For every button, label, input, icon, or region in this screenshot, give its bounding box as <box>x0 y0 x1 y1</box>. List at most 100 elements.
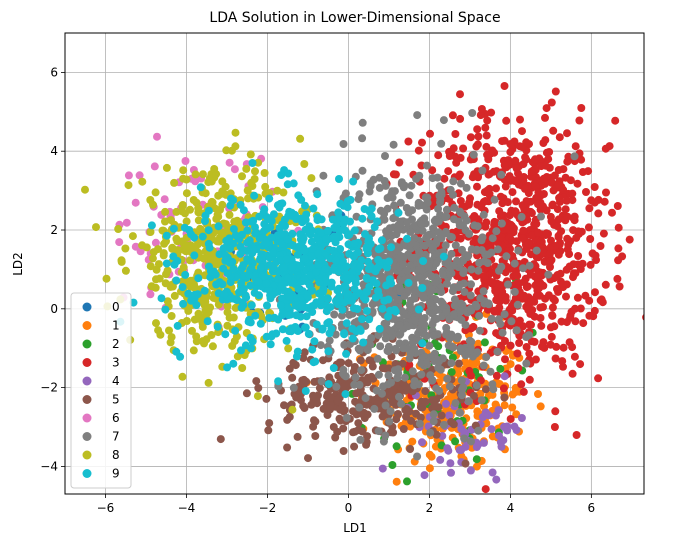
data-point <box>484 411 493 420</box>
data-point <box>525 349 534 358</box>
data-point <box>194 309 203 318</box>
data-point <box>237 346 245 355</box>
data-point <box>512 426 521 434</box>
data-point <box>449 343 458 352</box>
data-point <box>372 279 381 288</box>
data-point <box>450 310 459 319</box>
data-point <box>223 269 232 278</box>
data-point <box>358 118 367 127</box>
data-point <box>473 182 481 191</box>
data-point <box>486 367 495 376</box>
data-point <box>536 402 545 411</box>
data-point <box>518 127 526 136</box>
data-point <box>179 166 188 175</box>
data-point <box>188 326 196 335</box>
legend-label: 5 <box>112 393 120 407</box>
data-point <box>178 202 187 211</box>
plot-frame <box>64 32 645 495</box>
data-point <box>562 265 571 274</box>
data-point <box>310 377 319 386</box>
data-point <box>410 294 419 303</box>
data-point <box>456 208 465 217</box>
data-point <box>380 319 389 328</box>
data-point <box>546 323 555 332</box>
data-point <box>385 417 394 426</box>
data-point <box>323 294 332 303</box>
data-point <box>256 319 265 328</box>
data-point <box>293 432 302 441</box>
data-point <box>437 288 446 296</box>
data-point <box>356 435 365 444</box>
data-point <box>480 402 488 411</box>
data-point <box>481 385 490 394</box>
data-point <box>122 218 131 227</box>
data-point <box>465 229 474 238</box>
legend-label: 6 <box>112 411 120 425</box>
data-point <box>300 254 309 263</box>
data-point <box>229 225 238 234</box>
data-point <box>191 177 200 186</box>
legend-item: 0 <box>82 300 120 314</box>
y-tick-label: −4 <box>40 459 58 473</box>
data-point <box>547 236 555 245</box>
data-point <box>448 111 457 120</box>
data-point <box>260 169 269 177</box>
data-point <box>513 300 522 309</box>
data-point <box>248 159 257 167</box>
data-point <box>243 226 252 235</box>
data-point <box>395 392 403 401</box>
data-point <box>291 323 300 331</box>
data-point <box>572 431 581 439</box>
data-point <box>457 446 466 454</box>
data-point <box>600 197 609 206</box>
data-point <box>418 438 426 447</box>
data-point <box>417 220 426 229</box>
data-point <box>221 256 230 265</box>
data-point <box>432 395 441 404</box>
data-point <box>553 205 562 214</box>
data-point <box>124 181 133 190</box>
data-point <box>326 401 335 410</box>
data-point <box>414 305 423 314</box>
data-point <box>534 228 543 237</box>
data-point <box>512 410 521 419</box>
data-point <box>456 179 465 188</box>
data-point <box>531 155 540 164</box>
data-point <box>547 98 556 107</box>
data-point <box>336 199 345 208</box>
data-point <box>493 347 502 356</box>
data-point <box>317 377 326 386</box>
data-point <box>388 461 397 469</box>
data-point <box>277 171 286 179</box>
data-point <box>207 177 216 186</box>
data-point <box>390 305 399 314</box>
legend-label: 7 <box>112 430 120 444</box>
data-point <box>452 158 461 167</box>
data-point <box>369 175 378 184</box>
data-point <box>541 113 549 122</box>
data-point <box>208 342 217 351</box>
data-point <box>400 373 409 382</box>
series-7 <box>266 109 579 461</box>
data-point <box>283 443 292 452</box>
data-point <box>432 314 441 323</box>
data-point <box>283 235 292 244</box>
data-point <box>342 413 351 422</box>
data-point <box>487 425 496 434</box>
data-point <box>566 313 575 322</box>
data-point <box>146 228 155 236</box>
data-point <box>545 249 554 258</box>
data-point <box>364 265 373 274</box>
data-point <box>490 307 499 316</box>
data-point <box>81 185 89 194</box>
data-point <box>162 259 171 268</box>
data-point <box>247 264 256 273</box>
data-point <box>478 166 487 175</box>
data-point <box>454 172 463 181</box>
data-point <box>542 104 551 113</box>
data-point <box>304 454 312 463</box>
data-point <box>361 295 370 304</box>
data-point <box>400 181 409 190</box>
data-point <box>342 319 351 328</box>
data-point <box>438 354 447 363</box>
